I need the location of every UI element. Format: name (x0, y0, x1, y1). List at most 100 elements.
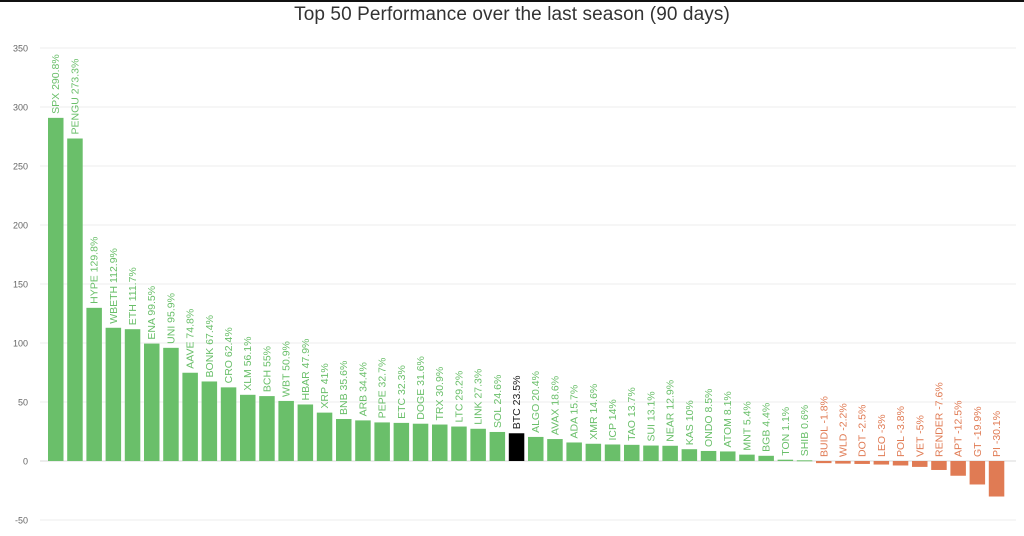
bar-arb (355, 420, 371, 461)
bar-label-dot: DOT -2.5% (857, 405, 869, 457)
bar-sui (643, 445, 659, 461)
bar-label-ena: ENA 99.5% (146, 286, 158, 340)
bar-hype (86, 307, 102, 461)
y-tick-label: 250 (13, 162, 28, 172)
bar-label-xrp: XRP 41% (319, 363, 331, 408)
bar-label-bgb: BGB 4.4% (761, 403, 773, 452)
bar-label-icp: ICP 14% (607, 399, 619, 440)
bar-render (931, 461, 947, 470)
bar-label-gt: GT -19.9% (972, 406, 984, 457)
bar-label-sui: SUI 13.1% (645, 391, 657, 441)
bar-hbar (297, 404, 314, 461)
bar-atom (720, 451, 736, 461)
bar-btc (508, 433, 525, 461)
y-tick-label: 300 (13, 103, 28, 113)
y-tick-label: -50 (15, 516, 28, 526)
bar-label-bnb: BNB 35.6% (338, 361, 350, 415)
bars (48, 117, 1005, 497)
y-tick-label: 350 (13, 44, 28, 54)
bar-wbeth (105, 327, 122, 461)
bar-label-eth: ETH 111.7% (127, 267, 139, 325)
bar-near (662, 445, 678, 461)
bar-labels: SPX 290.8% PENGU 273.3% HYPE 129.8% WBETH 1… (50, 54, 1003, 457)
bar-link (470, 428, 486, 461)
top-border (0, 0, 1024, 2)
bar-etc (393, 422, 410, 461)
bar-bonk (201, 381, 218, 461)
bar-label-trx: TRX 30.9% (434, 367, 446, 421)
bar-wbt (278, 400, 294, 461)
bar-avax (547, 439, 563, 461)
bar-label-aave: AAVE 74.8% (185, 309, 197, 369)
bar-uni (163, 347, 179, 461)
bar-bgb (758, 455, 774, 461)
bar-apt (950, 461, 966, 476)
bar-tao (624, 444, 640, 461)
bar-label-mnt: MNT 5.4% (741, 401, 753, 450)
bar-trx (432, 424, 448, 461)
bar-ada (566, 442, 582, 461)
bar-label-shib: SHIB 0.6% (799, 405, 811, 456)
bar-sol (489, 431, 506, 461)
bar-label-btc: BTC 23.5% (511, 376, 523, 430)
bar-kas (681, 449, 698, 461)
y-tick-label: 50 (18, 398, 28, 408)
bar-label-algo: ALGO 20.4% (530, 371, 542, 433)
bar-ton (777, 459, 794, 461)
bar-ltc (451, 426, 467, 461)
bar-bnb (336, 418, 352, 461)
bar-dot (854, 461, 870, 464)
bar-label-doge: DOGE 31.6% (415, 356, 427, 420)
bar-label-near: NEAR 12.9% (665, 380, 677, 442)
bar-label-spx: SPX 290.8% (50, 54, 62, 114)
bar-label-kas: KAS 10% (684, 400, 696, 445)
bar-xlm (240, 394, 256, 461)
bar-aave (182, 372, 198, 461)
y-tick-label: 100 (13, 339, 28, 349)
bar-label-uni: UNI 95.9% (165, 293, 177, 344)
chart-title: Top 50 Performance over the last season … (294, 4, 730, 25)
y-axis: -50 0 50 100 150 200 250 300 350 (13, 44, 28, 526)
bar-bch (259, 396, 275, 461)
bar-label-bonk: BONK 67.4% (204, 315, 216, 377)
bar-label-ondo: ONDO 8.5% (703, 389, 715, 447)
bar-label-vet: VET -5% (914, 415, 926, 457)
bar-gt (969, 461, 986, 485)
bar-label-pengu: PENGU 273.3% (69, 59, 81, 135)
bar-label-ltc: LTC 29.2% (453, 371, 465, 423)
y-tick-label: 200 (13, 221, 28, 231)
bar-label-link: LINK 27.3% (473, 369, 485, 425)
bar-pol (892, 461, 909, 466)
bar-mnt (739, 454, 755, 461)
bar-label-atom: ATOM 8.1% (722, 391, 734, 447)
bar-ondo (700, 450, 717, 461)
bar-label-bch: BCH 55% (261, 346, 273, 392)
bar-label-ada: ADA 15.7% (569, 385, 581, 439)
bar-pi (988, 461, 1005, 497)
bar-label-wld: WLD -2.2% (837, 403, 849, 457)
bar-label-ton: TON 1.1% (780, 407, 792, 456)
bar-ena (144, 343, 160, 461)
bar-cro (220, 387, 237, 461)
bar-icp (604, 444, 621, 461)
bar-shib (796, 460, 813, 462)
bar-label-hbar: HBAR 47.9% (300, 339, 312, 401)
bar-label-pi: PI -30.1% (991, 411, 1003, 457)
bar-label-avax: AVAX 18.6% (549, 376, 561, 435)
bar-label-sol: SOL 24.6% (492, 375, 504, 428)
bar-algo (528, 436, 544, 461)
bar-label-wbt: WBT 50.9% (281, 341, 293, 397)
bar-spx (48, 117, 64, 461)
bar-label-xmr: XMR 14.6% (588, 384, 600, 440)
bar-vet (912, 461, 928, 467)
bar-xrp (316, 412, 333, 461)
bar-label-leo: LEO -3% (876, 414, 888, 457)
bar-label-etc: ETC 32.3% (396, 365, 408, 419)
bar-label-pol: POL -3.8% (895, 406, 907, 457)
y-tick-label: 150 (13, 280, 28, 290)
bar-buidl (816, 461, 832, 464)
bar-label-buidl: BUIDL -1.8% (818, 396, 830, 457)
bar-eth (124, 329, 141, 461)
bar-wld (835, 461, 851, 464)
